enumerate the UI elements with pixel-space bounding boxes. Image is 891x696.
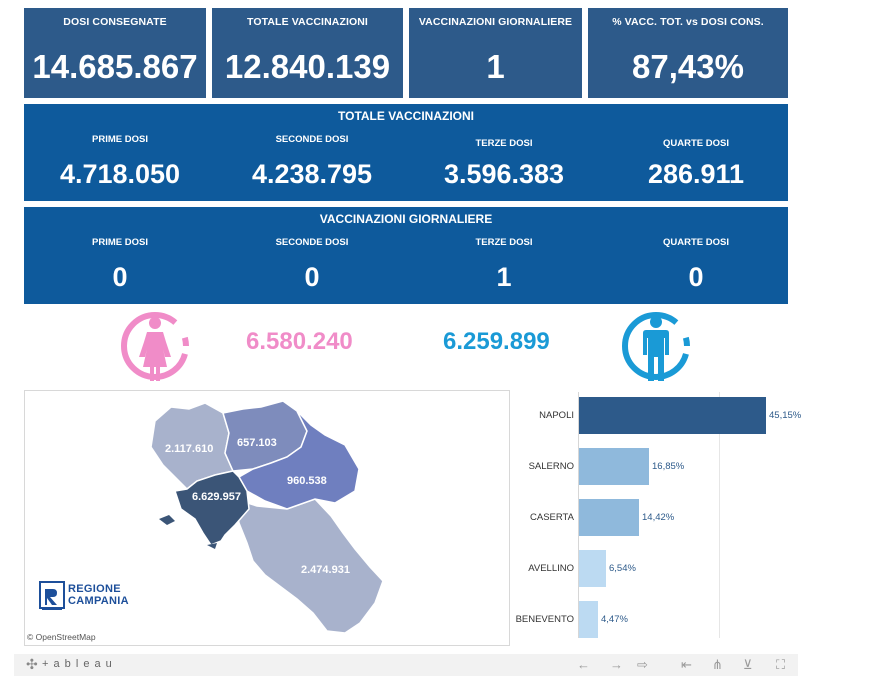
cell-label: PRIME DOSI: [92, 237, 148, 248]
map-region-avellino: [237, 410, 360, 510]
map-island-ischia: [159, 515, 175, 525]
tableau-brand[interactable]: + a b l e a u: [42, 658, 113, 670]
bar-napoli[interactable]: [579, 397, 766, 434]
map-regions: 2.117.610 657.103 960.538 6.629.957 2.47…: [150, 400, 384, 634]
bar-avellino[interactable]: [579, 550, 606, 587]
bar-value-label: 4,47%: [601, 613, 628, 625]
bar-category-label: BENEVENTO: [515, 613, 574, 625]
map-label-caserta: 2.117.610: [165, 443, 213, 455]
regione-campania-emblem-icon: [39, 581, 65, 610]
male-vaccinated-value: 6.259.899: [443, 328, 550, 355]
regione-campania-logo: REGIONE CAMPANIA: [39, 581, 135, 613]
bar-value-label: 14,42%: [642, 511, 675, 523]
cell-label: PRIME DOSI: [92, 134, 148, 145]
bar-value-label: 45,15%: [769, 409, 802, 421]
cell-value: 4.238.795: [251, 159, 373, 189]
cell-value: 0: [688, 262, 704, 292]
kpi-totale-vaccinazioni: TOTALE VACCINAZIONI 12.840.139: [212, 8, 403, 98]
map-label-benevento: 657.103: [237, 437, 277, 449]
revert-icon[interactable]: ⇨: [637, 657, 648, 672]
cell-value: 1: [496, 262, 512, 292]
female-person-icon: [121, 312, 189, 381]
map-label-napoli: 6.629.957: [192, 491, 241, 503]
kpi-dosi-consegnate: DOSI CONSEGNATE 14.685.867: [24, 8, 206, 98]
cell-label: TERZE DOSI: [475, 237, 533, 248]
map-attribution[interactable]: © OpenStreetMap: [27, 632, 96, 642]
bar-category-label: CASERTA: [530, 511, 574, 523]
cell-value: 286.911: [647, 159, 745, 189]
map-region-salerno: [234, 497, 384, 634]
kpi-label: DOSI CONSEGNATE: [63, 16, 167, 28]
panel-title: VACCINAZIONI GIORNALIERE: [319, 212, 493, 226]
map-region-napoli: [174, 470, 250, 546]
bar-benevento[interactable]: [579, 601, 598, 638]
cell-value: 4.718.050: [59, 159, 181, 189]
bar-category-label: SALERNO: [528, 460, 574, 472]
fullscreen-icon[interactable]: ⛶: [776, 657, 786, 672]
kpi-label: TOTALE VACCINAZIONI: [247, 16, 368, 28]
kpi-percent-vacc: % VACC. TOT. vs DOSI CONS. 87,43%: [588, 8, 788, 98]
province-bar-chart: NAPOLI 45,15% SALERNO 16,85% CASERTA 14,42% AV…: [512, 390, 801, 644]
bar-value-label: 16,85%: [652, 460, 685, 472]
kpi-label: VACCINAZIONI GIORNALIERE: [418, 16, 573, 28]
cell-value: 0: [112, 262, 128, 292]
redo-icon[interactable]: →: [610, 657, 623, 672]
share-icon[interactable]: ⋔: [712, 657, 723, 672]
bar-axis-line: [578, 392, 579, 638]
kpi-vaccinazioni-giornaliere: VACCINAZIONI GIORNALIERE 1: [409, 8, 582, 98]
panel-title: TOTALE VACCINAZIONI: [338, 109, 474, 123]
map-island-capri: [207, 543, 217, 549]
undo-icon[interactable]: ←: [577, 657, 590, 672]
cell-label: SECONDE DOSI: [275, 237, 349, 248]
campania-map[interactable]: 2.117.610 657.103 960.538 6.629.957 2.47…: [24, 390, 510, 646]
bar-salerno[interactable]: [579, 448, 649, 485]
bar-category-label: NAPOLI: [539, 409, 574, 421]
kpi-value: 12.840.139: [224, 48, 391, 85]
map-label-salerno: 2.474.931: [301, 564, 350, 576]
logo-line-2: CAMPANIA: [68, 595, 129, 607]
bar-chart-plot: NAPOLI 45,15% SALERNO 16,85% CASERTA 14,42% AV…: [512, 390, 801, 644]
cell-label: QUARTE DOSI: [663, 138, 729, 149]
tableau-toolbar: ✣ + a b l e a u ← → ⇨ ⇤ ⋔ ⊻ ⛶: [14, 654, 798, 676]
kpi-label: % VACC. TOT. vs DOSI CONS.: [612, 16, 764, 28]
bar-caserta[interactable]: [579, 499, 639, 536]
bar-category-label: AVELLINO: [528, 562, 574, 574]
totale-vaccinazioni-panel: TOTALE VACCINAZIONI PRIME DOSI 4.718.050…: [24, 104, 788, 201]
reset-icon[interactable]: ⇤: [681, 657, 692, 672]
cell-value: 3.596.383: [443, 159, 565, 189]
cell-value: 0: [304, 262, 320, 292]
vaccinazioni-giornaliere-panel: VACCINAZIONI GIORNALIERE PRIME DOSI 0 SE…: [24, 207, 788, 304]
map-label-avellino: 960.538: [287, 475, 327, 487]
female-vaccinated-value: 6.580.240: [246, 328, 353, 355]
cell-label: QUARTE DOSI: [663, 237, 729, 248]
bar-grid-line: [719, 392, 720, 638]
cell-label: TERZE DOSI: [475, 138, 533, 149]
logo-line-1: REGIONE: [68, 583, 121, 595]
cell-label: SECONDE DOSI: [275, 134, 349, 145]
kpi-value: 1: [486, 48, 505, 85]
kpi-value: 87,43%: [632, 48, 744, 85]
kpi-value: 14.685.867: [32, 48, 198, 85]
download-icon[interactable]: ⊻: [743, 657, 753, 672]
male-person-icon: [622, 312, 690, 381]
tableau-logo-icon[interactable]: ✣: [26, 656, 38, 672]
bar-value-label: 6,54%: [609, 562, 636, 574]
